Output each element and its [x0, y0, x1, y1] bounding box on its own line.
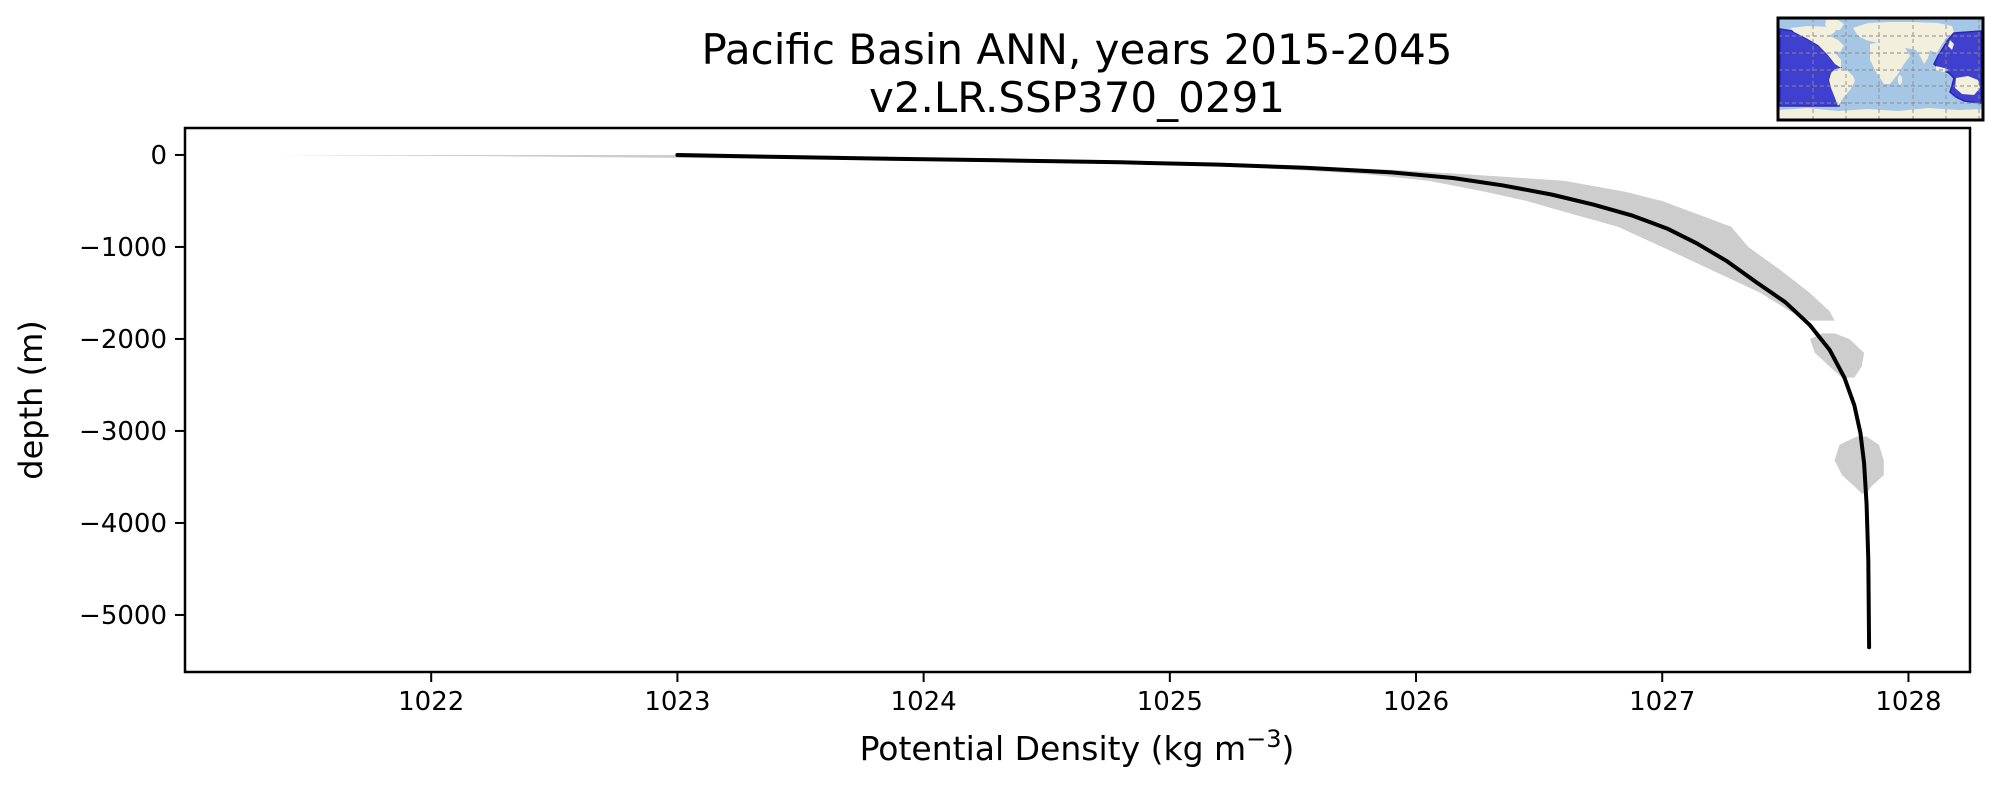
- inset-basin-map: [1776, 16, 1985, 122]
- y-tick-label: 0: [150, 141, 167, 171]
- landmass-madagascar: [1897, 75, 1903, 85]
- x-tick-label: 1023: [644, 687, 710, 717]
- spread-band: [271, 155, 1835, 321]
- mean-profile-line: [675, 153, 1872, 650]
- landmass-antarctica: [1778, 108, 1983, 120]
- landmass-south-america: [1829, 68, 1855, 106]
- y-axis: 0 −1000 −2000 −3000 −4000 −5000: [79, 141, 185, 631]
- landmass-eurasia: [1853, 22, 1954, 64]
- y-tick-label: −4000: [79, 509, 167, 539]
- chart-title: Pacific Basin ANN, years 2015-2045: [701, 25, 1452, 74]
- landmass-indonesia: [1936, 66, 1950, 72]
- landmass-japan: [1948, 40, 1954, 50]
- landmass-north-america: [1790, 26, 1844, 68]
- y-axis-label: depth (m): [12, 320, 50, 479]
- landmass-africa: [1870, 42, 1910, 84]
- y-tick-label: −2000: [79, 325, 167, 355]
- spread-band-layer: [271, 155, 1884, 494]
- map-border: [1776, 16, 1985, 122]
- y-tick-label: −3000: [79, 417, 167, 447]
- axes-frame: [183, 126, 1972, 674]
- x-tick-label: 1027: [1629, 687, 1695, 717]
- x-tick-label: 1025: [1137, 687, 1203, 717]
- y-tick-label: −1000: [79, 233, 167, 263]
- x-tick-label: 1026: [1383, 687, 1449, 717]
- map-graticule: [1778, 18, 1983, 120]
- chart-subtitle: v2.LR.SSP370_0291: [869, 73, 1285, 122]
- spread-band: [1810, 333, 1865, 378]
- x-tick-label: 1024: [891, 687, 957, 717]
- x-axis: 1022 1023 1024 1025 1026 1027 1028: [398, 672, 1942, 717]
- map-landmasses: [1778, 20, 1983, 120]
- spread-band: [1834, 436, 1884, 494]
- x-tick-label: 1022: [398, 687, 464, 717]
- landmass-australia: [1955, 76, 1980, 95]
- y-tick-label: −5000: [79, 601, 167, 631]
- x-tick-label: 1028: [1875, 687, 1941, 717]
- x-axis-label: Potential Density (kg m−3): [860, 725, 1295, 768]
